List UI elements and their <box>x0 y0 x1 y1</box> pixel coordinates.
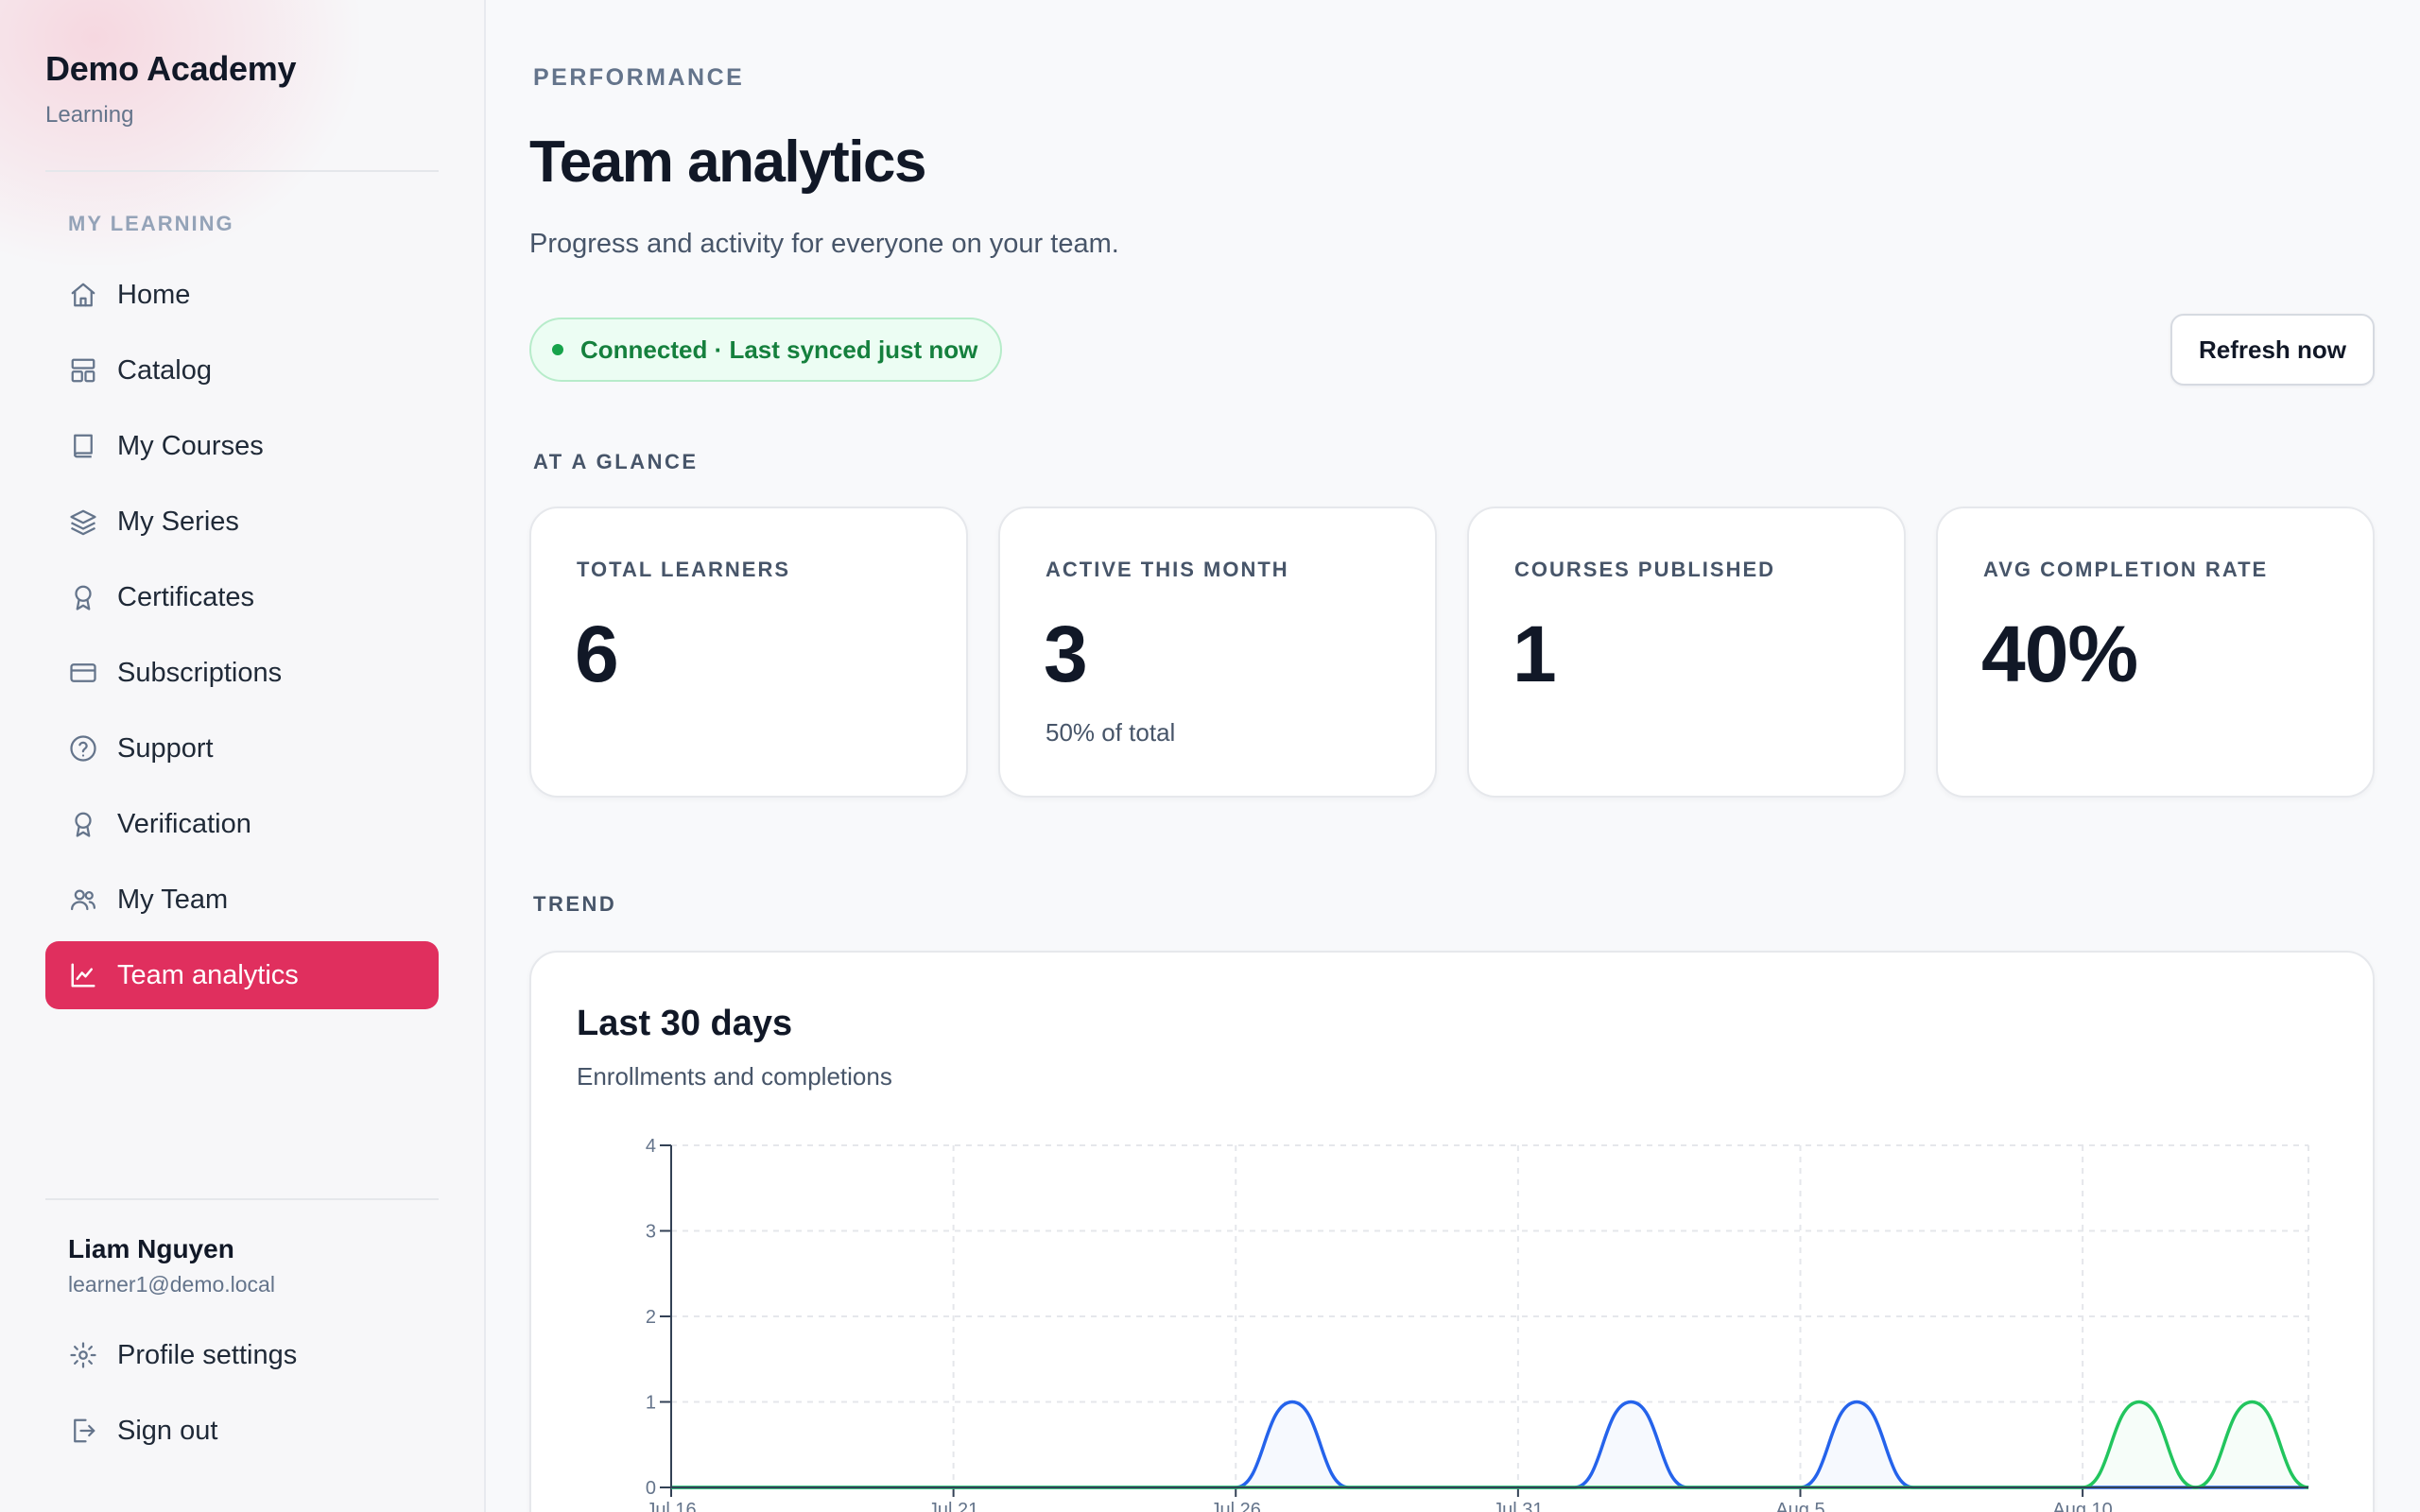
stat-value: 3 <box>1044 610 1088 698</box>
sidebar-glow <box>0 0 359 265</box>
stat-label: ACTIVE THIS MONTH <box>1046 558 1289 581</box>
sidebar-item-home[interactable]: Home <box>45 261 439 329</box>
trend-chart-card: Last 30 days Enrollments and completions… <box>529 951 2375 1512</box>
sidebar-item-verification[interactable]: Verification <box>45 790 439 858</box>
section-label-at-a-glance: AT A GLANCE <box>533 450 699 473</box>
stat-label: AVG COMPLETION RATE <box>1983 558 2269 581</box>
refresh-now-button[interactable]: Refresh now <box>2170 314 2375 386</box>
brand: Demo Academy Learning <box>45 49 296 129</box>
series-area-1 <box>671 1401 2308 1487</box>
sidebar-item-my-courses[interactable]: My Courses <box>45 412 439 480</box>
award-icon <box>68 809 98 839</box>
section-label-my-learning: MY LEARNING <box>68 212 234 235</box>
stat-card-avg-completion-rate: AVG COMPLETION RATE 40% <box>1936 507 2375 798</box>
sidebar-item-label: My Series <box>117 506 239 537</box>
x-tick-label: Jul 21 <box>928 1500 978 1512</box>
sign-out-link[interactable]: Sign out <box>45 1397 439 1465</box>
sidebar-item-label: My Team <box>117 884 229 915</box>
user-block: Liam Nguyen learner1@demo.local <box>68 1234 275 1297</box>
x-tick-label: Jul 26 <box>1211 1500 1261 1512</box>
sidebar-divider-bottom <box>45 1198 439 1200</box>
x-tick-label: Aug 5 <box>1775 1500 1824 1512</box>
sidebar-nav: Home Catalog My Courses My Series Certif… <box>45 261 439 1017</box>
stat-card-active-this-month: ACTIVE THIS MONTH 3 50% of total <box>998 507 1437 798</box>
status-dot-icon <box>552 344 563 355</box>
x-tick-label: Aug 10 <box>2052 1500 2112 1512</box>
stat-label: COURSES PUBLISHED <box>1514 558 1776 581</box>
y-tick-label: 3 <box>646 1222 656 1243</box>
stat-value: 6 <box>575 610 619 698</box>
sidebar-item-label: Catalog <box>117 354 212 386</box>
sidebar-item-subscriptions[interactable]: Subscriptions <box>45 639 439 707</box>
stat-card-total-learners: TOTAL LEARNERS 6 <box>529 507 968 798</box>
help-circle-icon <box>68 733 98 764</box>
stat-value: 40% <box>1981 610 2138 698</box>
series-line-2 <box>670 1400 2309 1489</box>
log-out-icon <box>68 1416 98 1446</box>
sidebar-divider-top <box>45 170 439 172</box>
brand-name: Demo Academy <box>45 49 297 88</box>
sidebar-item-label: Support <box>117 732 214 764</box>
sidebar-item-label: Subscriptions <box>117 657 283 688</box>
book-icon <box>68 431 98 461</box>
sidebar-item-team-analytics[interactable]: Team analytics <box>45 941 439 1009</box>
section-label-trend: TREND <box>533 892 617 916</box>
sidebar: Demo Academy Learning MY LEARNING Home C… <box>0 0 486 1512</box>
sidebar-item-my-team[interactable]: My Team <box>45 866 439 934</box>
line-chart-icon <box>68 960 98 990</box>
home-icon <box>68 280 98 310</box>
chart-subtitle: Enrollments and completions <box>577 1062 892 1091</box>
page-title: Team analytics <box>529 129 926 195</box>
sidebar-item-catalog[interactable]: Catalog <box>45 336 439 404</box>
main-content: PERFORMANCE Team analytics Progress and … <box>486 0 2420 1512</box>
y-tick-label: 4 <box>646 1136 656 1157</box>
sidebar-item-label: Home <box>117 279 191 310</box>
page-eyebrow: PERFORMANCE <box>533 64 745 91</box>
connection-status-badge: Connected · Last synced just now <box>529 318 1003 382</box>
sidebar-item-certificates[interactable]: Certificates <box>45 563 439 631</box>
y-tick-label: 0 <box>646 1478 656 1499</box>
user-email: learner1@demo.local <box>68 1272 275 1297</box>
profile-settings-link[interactable]: Profile settings <box>45 1321 439 1389</box>
sidebar-item-label: My Courses <box>117 430 264 461</box>
sidebar-item-label: Certificates <box>117 581 255 612</box>
profile-settings-label: Profile settings <box>117 1339 298 1370</box>
sidebar-item-label: Team analytics <box>117 959 299 990</box>
footer-nav: Profile settings Sign out <box>45 1321 439 1472</box>
x-tick-label: Jul 16 <box>646 1500 696 1512</box>
layers-icon <box>68 507 98 537</box>
x-tick-label: Jul 31 <box>1493 1500 1543 1512</box>
stat-card-courses-published: COURSES PUBLISHED 1 <box>1467 507 1906 798</box>
users-icon <box>68 885 98 915</box>
award-icon <box>68 582 98 612</box>
y-tick-label: 1 <box>646 1393 656 1414</box>
stat-note: 50% of total <box>1046 718 1176 747</box>
credit-card-icon <box>68 658 98 688</box>
sign-out-label: Sign out <box>117 1415 218 1446</box>
trend-chart: 0 1 2 3 4 Jul 16 Jul 21 Jul 26 Jul 31 Aug 5 Aug 10 <box>646 1136 2309 1512</box>
status-text: Connected · Last synced just now <box>580 335 978 364</box>
page-description: Progress and activity for everyone on yo… <box>529 229 1119 259</box>
user-name: Liam Nguyen <box>68 1234 234 1263</box>
series-line-1 <box>670 1400 2308 1489</box>
chart-title: Last 30 days <box>577 1004 793 1043</box>
layout-icon <box>68 355 98 386</box>
brand-subtitle: Learning <box>45 102 134 128</box>
sidebar-item-my-series[interactable]: My Series <box>45 488 439 556</box>
y-tick-label: 2 <box>646 1307 656 1328</box>
series-area-2 <box>671 1401 2308 1487</box>
gear-icon <box>68 1340 98 1370</box>
sidebar-item-label: Verification <box>117 808 251 839</box>
stat-label: TOTAL LEARNERS <box>577 558 791 581</box>
sidebar-item-support[interactable]: Support <box>45 714 439 782</box>
stat-value: 1 <box>1512 610 1557 698</box>
